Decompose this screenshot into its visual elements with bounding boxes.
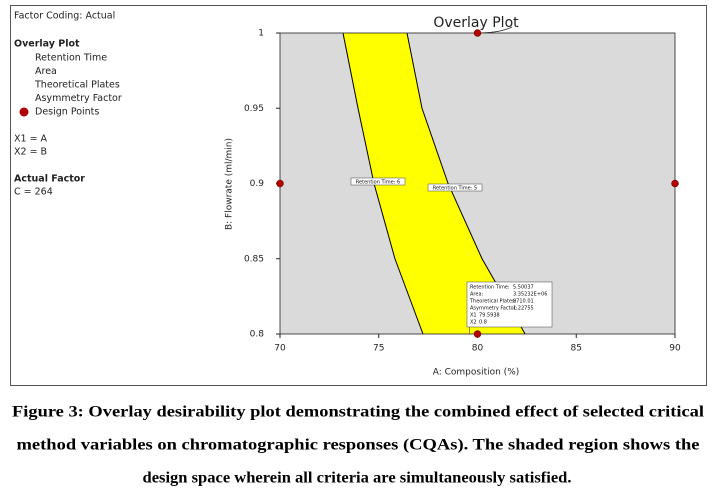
chart-title: Overlay Plot <box>433 15 519 31</box>
flag-value: 8710.01 <box>513 299 534 305</box>
actual-factor-title: Actual Factor <box>14 174 85 185</box>
design-point <box>473 29 482 37</box>
plot: Retention Time: 6 Retention Time: 5 70 75 80… <box>244 29 681 354</box>
legend-item: Retention Time <box>35 53 107 64</box>
x-tick-label: 90 <box>669 344 681 354</box>
factor-name: X1 = A <box>14 134 48 145</box>
contour-label: Retention Time: 6 <box>356 179 400 185</box>
design-point <box>473 330 482 338</box>
factor-name: X2 = B <box>14 147 47 158</box>
x-tick-label: 75 <box>373 344 384 354</box>
flag-label: Retention Time: <box>470 285 510 291</box>
legend-title: Overlay Plot <box>14 39 80 50</box>
design-point <box>671 179 679 188</box>
y-tick-label: 1 <box>258 29 264 39</box>
legend-item: Design Points <box>35 107 99 118</box>
flag-label: X2 <box>470 320 477 326</box>
contour-label-box <box>350 177 406 186</box>
flag-label: X1 <box>470 313 477 319</box>
x-tick-label: 70 <box>274 344 286 354</box>
y-tick-label: 0.95 <box>244 104 264 114</box>
flag-value: 3.35232E+06 <box>513 292 547 298</box>
caption-line: Figure 3: Overlay desirability plot demo… <box>12 404 705 421</box>
y-tick-label: 0.85 <box>244 254 264 264</box>
y-tick-label: 0.9 <box>250 179 265 189</box>
caption-line: method variables on chromatographic resp… <box>17 437 700 454</box>
contour-label: Retention Time: 5 <box>433 185 477 191</box>
caption-line: design space wherein all criteria are si… <box>143 470 572 487</box>
feasible-region <box>343 33 526 334</box>
x-axis-label: A: Composition (%) <box>433 368 520 378</box>
legend-item: Theoretical Plates <box>34 80 120 91</box>
legend-item: Asymmetry Factor <box>35 93 122 104</box>
legend-marker <box>19 107 29 117</box>
flag-box <box>466 281 553 328</box>
x-tick-label: 80 <box>472 344 484 354</box>
contour-label-box <box>427 183 483 192</box>
flag-label: Asymmetry Factor: <box>470 306 518 312</box>
flag-label: Theoretical Plates: <box>469 299 517 305</box>
design-point <box>276 179 284 188</box>
factor-coding: Factor Coding: Actual <box>14 11 115 22</box>
actual-factor: C = 264 <box>14 187 53 198</box>
y-tick-label: 0.8 <box>250 330 265 340</box>
x-tick-label: 85 <box>571 344 582 354</box>
flag-label: Area: <box>470 292 484 298</box>
flag-value: 1.22755 <box>513 306 534 312</box>
legend-item: Area <box>35 66 57 77</box>
flag-value: 79.5938 <box>479 313 500 319</box>
y-axis-label: B: Flowrate (ml/min) <box>225 138 235 230</box>
flag-value: 0.8 <box>479 320 487 326</box>
flag-value: 5.50037 <box>513 285 534 291</box>
